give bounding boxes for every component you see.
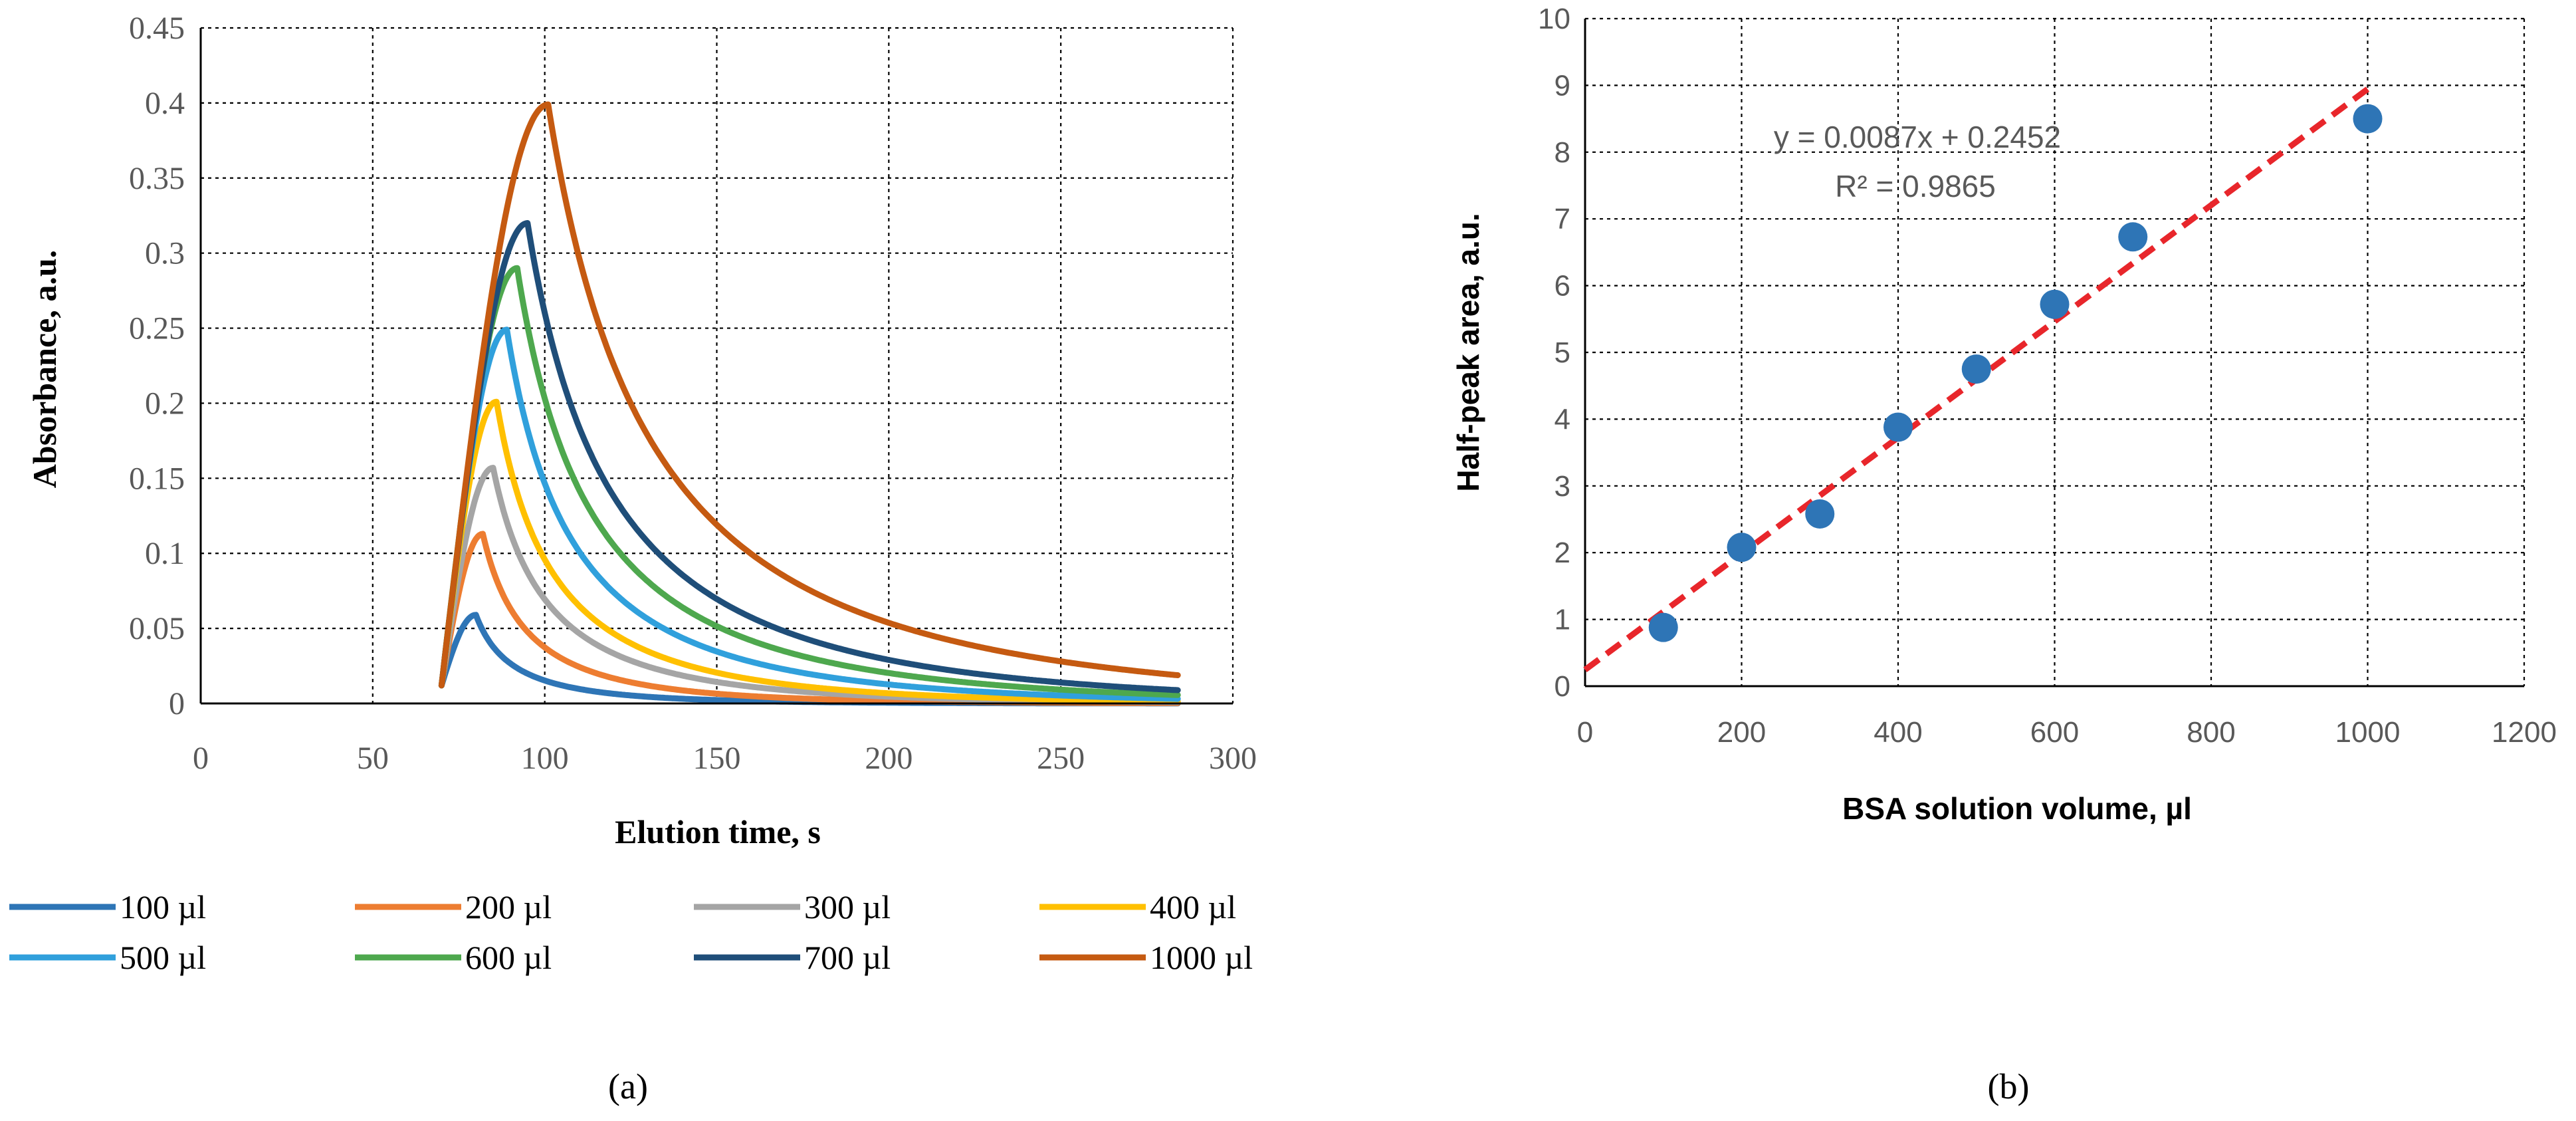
chart-b-y-tick-label: 6 [1555, 270, 1570, 303]
chart-b-y-axis-title: Half-peak area, a.u. [1451, 213, 1485, 491]
chart-a-series-line-7 [438, 101, 1181, 689]
chart-a-legend-item: 600 µl [355, 939, 552, 976]
chart-a-legend-item: 500 µl [9, 939, 206, 976]
chart-a-legend-label: 200 µl [465, 888, 552, 926]
chart-a-x-tick-label: 300 [1209, 741, 1257, 776]
chart-a-legend: 100 µl 200 µl 300 µl 400 µl 500 µl 600 µl 700 … [9, 888, 1253, 976]
chart-a-y-tick-label: 0.1 [145, 536, 185, 571]
chart-a-x-tick-label: 100 [521, 741, 569, 776]
chart-b-x-axis-title: BSA solution volume, µl [1842, 791, 2192, 826]
chart-a-x-tick-label: 200 [865, 741, 912, 776]
chart-a: 0 0.05 0.1 0.15 0.2 0.25 0.3 0.35 0.4 0.45 0 50 100… [9, 11, 1257, 1106]
chart-a-y-tick-label: 0 [169, 686, 185, 721]
chart-b-x-tick-label: 400 [1874, 716, 1922, 749]
chart-a-legend-label: 1000 µl [1150, 939, 1253, 976]
chart-b-trendline-equation: y = 0.0087x + 0.2452 [1774, 120, 2061, 154]
chart-a-legend-item: 300 µl [694, 888, 891, 926]
chart-b-data-point [2118, 222, 2148, 252]
chart-b-data-point [2040, 289, 2070, 319]
chart-a-series-line-1 [438, 531, 1181, 706]
chart-a-x-tick-label: 50 [357, 741, 389, 776]
chart-b-y-tick-label: 4 [1555, 403, 1570, 436]
chart-a-y-axis-title: Absorbance, a.u. [26, 250, 63, 488]
chart-a-legend-label: 300 µl [804, 888, 891, 926]
chart-b-data-point [1805, 499, 1835, 529]
chart-b-points [1648, 104, 2383, 642]
chart-a-series-line-4 [438, 326, 1181, 702]
chart-a-y-tick-label: 0.15 [129, 461, 185, 496]
chart-a-y-tick-label: 0.2 [145, 386, 185, 421]
chart-a-legend-item: 100 µl [9, 888, 206, 926]
chart-a-legend-label: 100 µl [120, 888, 206, 926]
chart-b-x-tick-label: 0 [1577, 716, 1593, 749]
chart-a-y-ticks: 0 0.05 0.1 0.15 0.2 0.25 0.3 0.35 0.4 0.45 [129, 11, 185, 721]
chart-b-x-tick-label: 1200 [2492, 716, 2557, 749]
chart-a-y-tick-label: 0.4 [145, 86, 185, 121]
chart-b-y-tick-label: 3 [1555, 470, 1570, 503]
chart-b-x-tick-label: 600 [2030, 716, 2079, 749]
chart-b-data-point [1883, 412, 1913, 442]
chart-a-x-ticks: 0 50 100 150 200 250 300 [193, 741, 1257, 776]
chart-b-x-tick-label: 1000 [2335, 716, 2401, 749]
chart-a-legend-item: 700 µl [694, 939, 891, 976]
chart-a-x-tick-label: 150 [693, 741, 741, 776]
chart-b-x-tick-label: 800 [2187, 716, 2235, 749]
chart-b-r-squared: R² = 0.9865 [1835, 169, 1996, 203]
chart-b-y-tick-label: 1 [1555, 604, 1570, 636]
chart-a-series [438, 101, 1181, 707]
chart-a-legend-label: 500 µl [120, 939, 206, 976]
chart-a-x-tick-label: 250 [1037, 741, 1085, 776]
chart-a-y-tick-label: 0.35 [129, 161, 185, 196]
chart-a-caption: (a) [608, 1066, 648, 1106]
chart-b-data-point [2353, 104, 2383, 134]
chart-a-x-tick-label: 0 [193, 741, 209, 776]
chart-b-data-point [1961, 354, 1991, 384]
chart-b-y-ticks: 0 1 2 3 4 5 6 7 8 9 10 [1538, 3, 1570, 703]
chart-b-data-point [1727, 533, 1757, 562]
chart-b-gridlines [1585, 17, 2525, 686]
chart-b-x-tick-label: 200 [1717, 716, 1766, 749]
chart-b-y-tick-label: 7 [1555, 203, 1570, 235]
chart-a-legend-label: 700 µl [804, 939, 891, 976]
chart-a-legend-label: 400 µl [1150, 888, 1236, 926]
chart-a-legend-item: 400 µl [1039, 888, 1236, 926]
chart-b-y-tick-label: 10 [1538, 3, 1570, 35]
chart-a-y-tick-label: 0.45 [129, 11, 185, 46]
chart-b-y-tick-label: 2 [1555, 537, 1570, 569]
chart-a-legend-item: 200 µl [355, 888, 552, 926]
chart-a-series-line-3 [438, 398, 1181, 705]
chart-b-x-ticks: 0 200 400 600 800 1000 1200 [1577, 716, 2557, 749]
chart-b-caption: (b) [1988, 1066, 2030, 1106]
chart-b-y-tick-label: 0 [1555, 670, 1570, 703]
chart-a-series-line-6 [438, 220, 1181, 693]
chart-a-legend-label: 600 µl [465, 939, 552, 976]
chart-a-x-axis-title: Elution time, s [615, 813, 821, 850]
chart-a-y-tick-label: 0.25 [129, 311, 185, 346]
chart-a-y-tick-label: 0.05 [129, 611, 185, 646]
chart-a-y-tick-label: 0.3 [145, 236, 185, 271]
chart-b: 0 1 2 3 4 5 6 7 8 9 10 0 200 400 600 800 1000 1200 y = 0… [1451, 3, 2557, 1106]
chart-b-y-tick-label: 5 [1555, 336, 1570, 369]
chart-a-gridlines [201, 27, 1234, 703]
chart-a-legend-item: 1000 µl [1039, 939, 1253, 976]
chart-b-data-point [1648, 612, 1678, 642]
chart-b-y-tick-label: 8 [1555, 136, 1570, 169]
chart-b-y-tick-label: 9 [1555, 69, 1570, 102]
chart-a-series-line-5 [438, 265, 1181, 698]
